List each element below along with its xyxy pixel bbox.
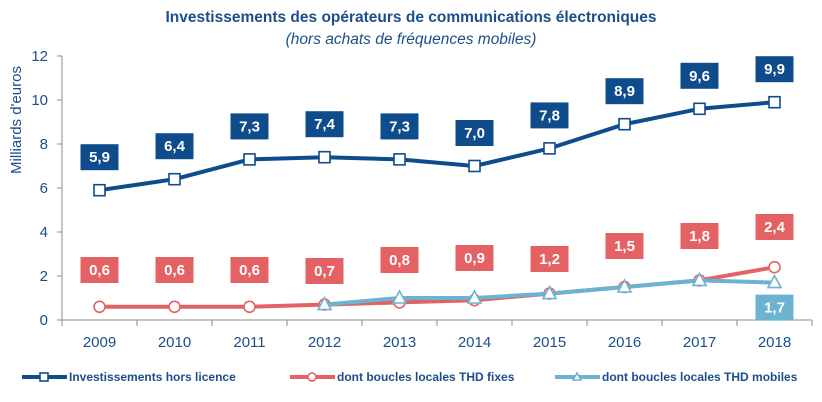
data-point — [393, 153, 406, 166]
data-point — [243, 153, 256, 166]
data-point — [618, 117, 631, 131]
y-tick-label: 8 — [40, 136, 48, 153]
legend-marker-icon — [39, 372, 49, 382]
y-tick-label: 0 — [40, 312, 48, 329]
data-point — [768, 260, 781, 274]
data-label-box — [455, 245, 494, 271]
data-label-box — [80, 144, 119, 171]
data-label: 9,9 — [764, 61, 785, 78]
data-label-box — [755, 294, 794, 321]
legend-label: Investissements hors licence — [69, 370, 236, 384]
data-label: 1,7 — [764, 300, 785, 317]
x-tick-label: 2015 — [533, 334, 566, 351]
data-label: 0,9 — [464, 250, 485, 267]
data-point — [541, 284, 558, 300]
data-label-box — [380, 113, 419, 140]
data-label: 1,2 — [539, 251, 560, 268]
data-label: 7,4 — [314, 116, 336, 133]
data-label-box — [605, 78, 644, 105]
data-label: 7,0 — [464, 125, 485, 142]
data-label-box — [155, 133, 194, 160]
data-label: 8,9 — [614, 83, 635, 100]
x-tick-label: 2011 — [233, 334, 265, 351]
data-label-box — [305, 258, 344, 284]
data-point — [693, 102, 706, 116]
data-point — [391, 289, 408, 304]
data-point — [316, 295, 333, 311]
data-point — [543, 142, 556, 155]
data-label-box — [230, 113, 269, 140]
data-label: 0,6 — [89, 262, 110, 279]
y-tick-label: 4 — [40, 224, 48, 241]
data-label-box — [305, 111, 344, 138]
data-point — [93, 183, 106, 197]
series-line — [99, 265, 775, 309]
x-tick-label: 2016 — [608, 334, 641, 351]
legend-item: dont boucles locales THD mobiles — [555, 370, 798, 384]
y-tick-label: 6 — [40, 180, 48, 197]
data-point — [768, 95, 781, 109]
legend-label: dont boucles locales THD mobiles — [602, 370, 798, 384]
data-label-box — [680, 62, 719, 89]
data-label-box — [755, 56, 794, 83]
data-label: 0,8 — [389, 252, 410, 269]
data-label: 1,8 — [689, 228, 710, 245]
data-label: 0,6 — [239, 262, 260, 279]
x-tick-label: 2018 — [758, 334, 791, 351]
data-label-box — [530, 246, 569, 272]
data-label: 6,4 — [164, 138, 186, 155]
y-tick-label: 10 — [31, 92, 48, 109]
data-point — [691, 271, 708, 287]
legend-marker-icon — [571, 371, 583, 381]
data-label-box — [680, 223, 719, 249]
legend-marker-icon — [307, 372, 317, 382]
data-label-box — [230, 257, 269, 283]
data-point — [766, 273, 783, 289]
x-tick-label: 2010 — [158, 334, 191, 351]
data-label-box — [455, 120, 494, 146]
data-label-box — [605, 233, 644, 259]
data-label: 9,6 — [689, 68, 710, 85]
series-line — [99, 100, 775, 193]
data-label: 1,5 — [614, 238, 635, 255]
data-point — [168, 300, 181, 314]
data-point — [616, 278, 633, 293]
series-triangle — [316, 271, 783, 311]
data-point — [468, 159, 481, 173]
legend-item: Investissements hors licence — [22, 370, 236, 384]
y-tick-label: 12 — [31, 48, 48, 65]
data-label-box — [80, 257, 119, 283]
data-label-box — [380, 247, 419, 273]
data-label: 2,4 — [764, 219, 786, 236]
data-label-box — [530, 102, 569, 129]
x-tick-label: 2013 — [383, 334, 416, 351]
data-label-box — [755, 214, 794, 240]
data-label-box — [155, 257, 194, 283]
data-point — [93, 300, 106, 314]
data-label: 0,6 — [164, 262, 185, 279]
data-label: 5,9 — [89, 149, 110, 166]
legend-label: dont boucles locales THD fixes — [337, 370, 515, 384]
series-circle — [93, 260, 781, 314]
data-label: 7,3 — [239, 118, 260, 135]
data-label: 0,7 — [314, 263, 335, 280]
legend-item: dont boucles locales THD fixes — [290, 370, 515, 384]
data-point — [243, 300, 256, 314]
data-point — [168, 172, 181, 186]
x-tick-label: 2012 — [308, 334, 341, 351]
y-axis-label: Milliards d'euros — [8, 66, 25, 174]
x-tick-label: 2014 — [458, 334, 491, 351]
chart-subtitle: (hors achats de fréquences mobiles) — [286, 31, 537, 48]
data-label: 7,8 — [539, 107, 560, 124]
x-tick-label: 2009 — [83, 334, 116, 351]
x-tick-label: 2017 — [683, 334, 716, 351]
data-point — [466, 289, 483, 304]
chart-title: Investissements des opérateurs de commun… — [166, 9, 657, 26]
data-point — [318, 150, 331, 164]
y-tick-label: 2 — [40, 268, 48, 285]
data-label: 7,3 — [389, 118, 410, 135]
series-square — [93, 95, 781, 197]
